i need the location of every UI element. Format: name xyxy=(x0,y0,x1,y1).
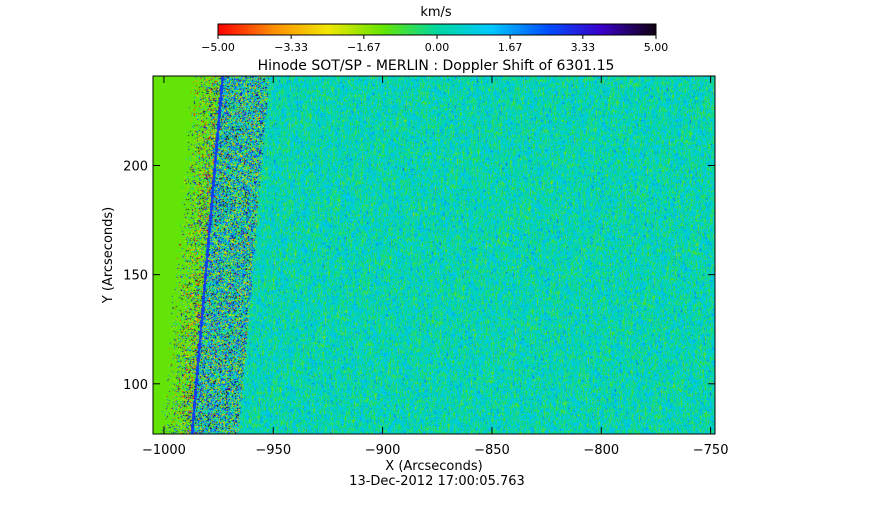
colorbar-label: km/s xyxy=(420,5,452,20)
chart-title: Hinode SOT/SP - MERLIN : Doppler Shift o… xyxy=(258,58,615,74)
plot-frame xyxy=(152,75,716,435)
colorbar-ticks: −5.00 −3.33 −1.67 0.00 1.67 3.33 5.00 xyxy=(201,35,668,54)
colorbar-tick-label: 3.33 xyxy=(571,41,596,54)
x-axis-label: X (Arcseconds) xyxy=(385,459,482,474)
colorbar-tick-label: 1.67 xyxy=(498,41,523,54)
colorbar-tick-label: −1.67 xyxy=(347,41,381,54)
x-tick-label: −750 xyxy=(693,443,729,458)
colorbar-gradient xyxy=(217,23,657,36)
y-axis-label: Y (Arcseconds) xyxy=(101,207,116,304)
x-tick-label: −850 xyxy=(474,443,510,458)
x-tick-label: −900 xyxy=(365,443,401,458)
colorbar-tick-label: 5.00 xyxy=(644,41,669,54)
colorbar-tick-label: 0.00 xyxy=(425,41,450,54)
colorbar-tick-label: −3.33 xyxy=(274,41,308,54)
x-tick-label: −950 xyxy=(255,443,291,458)
doppler-heatmap xyxy=(153,76,715,434)
x-axis-ticks: −1000 −950 −900 −850 −800 −750 xyxy=(142,76,729,458)
y-axis-ticks: 100 150 200 xyxy=(123,160,715,393)
colorbar-tick-label: −5.00 xyxy=(201,41,235,54)
x-tick-label: −800 xyxy=(583,443,619,458)
x-tick-label: −1000 xyxy=(142,443,186,458)
y-tick-label: 200 xyxy=(123,160,148,175)
colorbar: km/s −5.00 −3.33 −1.67 0.00 1.67 3.33 5.00 xyxy=(201,5,668,54)
y-tick-label: 100 xyxy=(123,378,148,393)
observation-timestamp: 13-Dec-2012 17:00:05.763 xyxy=(349,474,525,489)
y-tick-label: 150 xyxy=(123,269,148,284)
